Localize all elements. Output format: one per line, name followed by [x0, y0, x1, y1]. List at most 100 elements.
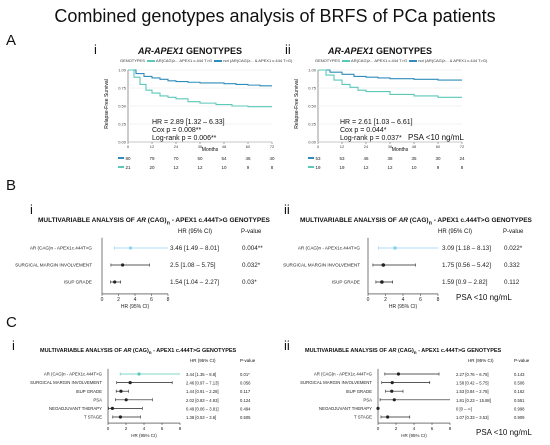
km-x-tick-label: 72 — [270, 144, 275, 149]
km-y-tick-label: 0.75 — [118, 86, 127, 91]
forest-x-tick-label: 0 — [377, 426, 380, 431]
km-x-tick-label: 36 — [198, 144, 203, 149]
forest-p-value: 0.143 — [514, 372, 525, 377]
forest-hr-text: 1.54 [1.04 – 2.27] — [170, 279, 219, 286]
forest-hr-text: 1.58 [0.42 – 5.75] — [456, 381, 489, 386]
forest-x-tick-label: 4 — [143, 426, 146, 431]
forest-row-label: ISUP GRADE — [346, 389, 373, 394]
km-x-tick-label: 60 — [246, 144, 251, 149]
forest-p-value: 0.124 — [240, 398, 251, 403]
km-i-logrank: Log-rank p = 0.006** — [152, 135, 217, 142]
forest-hr-point — [392, 398, 396, 402]
km-ii-legend: GENOTYPES AR(CAG)≥... APEX1 c.444 T>G no… — [315, 58, 487, 63]
forest-x-tick-label: 8 — [167, 297, 170, 303]
forest-p-value: 0.117 — [240, 389, 251, 394]
km-ii-psa-note: PSA <10 ng/mL — [408, 133, 464, 142]
forest-p-value: 0.506 — [514, 381, 525, 386]
fp-c-i-col-hr: HR (95% CI) — [190, 358, 216, 363]
km-x-tick-label: 0 — [317, 144, 320, 149]
forest-x-tick-label: 0 — [367, 297, 370, 303]
forest-x-tick-label: 4 — [134, 297, 137, 303]
forest-hr-text: 1.38 [0.53 – 3.6] — [186, 415, 216, 420]
km-i-ylabel: Relapse-Free Survival — [104, 79, 110, 128]
km-x-tick-label: 72 — [460, 144, 465, 149]
km-at-risk-value: 21 — [125, 165, 131, 170]
forest-hr-text: 0.49 [0.06 – 3.81] — [186, 406, 219, 411]
km-ii-roman: ii — [285, 42, 291, 57]
forest-p-value: 0.998 — [514, 406, 525, 411]
forest-row-label: PSA — [363, 397, 372, 402]
fp-b-i-title-em: AR — [136, 217, 146, 224]
forest-x-tick-label: 2 — [117, 297, 120, 303]
km-ii-title-gene: AR-APEX1 — [327, 46, 374, 56]
forest-hr-point — [390, 381, 394, 385]
km-i-roman: i — [94, 42, 97, 57]
km-x-tick-label: 60 — [436, 144, 441, 149]
km-at-risk-value: 8 — [271, 165, 274, 170]
km-at-risk-value: 53 — [315, 156, 321, 161]
km-i-title-rest: GENOTYPES — [183, 46, 243, 56]
forest-x-tick-label: 4 — [413, 426, 416, 431]
fp-c-ii-roman: ii — [284, 338, 290, 353]
km-survival-curve — [128, 69, 272, 87]
forest-hr-text: 1.07 [0.33 – 3.53] — [456, 415, 489, 420]
km-ii-legend-swatch-2 — [409, 59, 418, 62]
km-at-risk-value: 54 — [221, 156, 227, 161]
forest-hr-text: 2.02 [0.83 – 4.93] — [186, 398, 219, 403]
km-ii-legend-item-1: AR(CAG)≥... APEX1 c.444 T>G — [351, 58, 408, 63]
forest-hr-text: 3.46 [1.49 – 8.01] — [170, 245, 219, 252]
km-plot-i: Relapse-Free Survival 0.00 0.25 0.50 0.75 1.… — [104, 68, 275, 171]
km-at-risk-value: 12 — [387, 165, 393, 170]
km-at-risk-value: 30 — [435, 156, 441, 161]
km-at-risk-value: 9 — [247, 165, 250, 170]
fp-c-i-title-post: - APEX1 c.444T>G GENOTYPES — [151, 348, 237, 354]
forest-x-axis-label: HR (95% CI) — [401, 433, 427, 438]
forest-hr-point — [376, 406, 380, 410]
forest-p-value: 0.494 — [240, 406, 251, 411]
km-plot-ii: Relapse-Free Survival 0.00 0.25 0.50 0.75 1.… — [294, 68, 465, 171]
forest-hr-text: 2.27 [0.76 – 6.78] — [456, 372, 489, 377]
km-at-risk-value: 53 — [339, 156, 345, 161]
km-ii-title-rest: GENOTYPES — [373, 46, 433, 56]
km-at-risk-value: 40 — [269, 156, 275, 161]
fp-b-ii-title-em: AR — [398, 217, 408, 224]
fp-b-i-col-p: P-value — [241, 229, 262, 235]
forest-row-label: ISUP GRADE — [76, 389, 103, 394]
forest-row-label: NEOADJUVANT THERAPY — [49, 406, 102, 411]
forest-hr-text: 1.59 [0.9 – 2.82] — [442, 279, 488, 286]
forest-x-tick-label: 8 — [449, 426, 452, 431]
km-at-risk-value: 24 — [459, 156, 465, 161]
forest-row-label: AR (CAG)n - APEX1c.444T>G — [30, 246, 93, 251]
fp-c-i-col-p: P-value — [240, 358, 256, 363]
forest-p-value: 0.551 — [514, 398, 525, 403]
forest-x-tick-label: 6 — [419, 297, 422, 303]
forest-x-tick-label: 6 — [150, 297, 153, 303]
km-ii-cox: Cox p = 0.044* — [340, 127, 387, 134]
km-at-risk-value: 12 — [173, 165, 179, 170]
km-at-risk-swatch — [118, 166, 124, 168]
forest-p-value: 0.112 — [504, 279, 520, 286]
km-ii-logrank: Log-rank p = 0.037* — [340, 135, 402, 142]
forest-row-label: ISUP GRADE — [64, 280, 92, 285]
forest-x-tick-label: 2 — [125, 426, 128, 431]
forest-hr-text: 2.5 [1.08 – 5.75] — [170, 262, 216, 269]
km-i-hr: HR = 2.89 [1.32 – 6.33] — [152, 119, 225, 126]
forest-row-label: AR (CAG)n - APEX1c.444T>G — [298, 246, 361, 251]
section-label-c: C — [6, 314, 17, 331]
km-ii-legend-label: GENOTYPES — [315, 58, 340, 63]
forest-hr-point — [380, 280, 384, 284]
forest-hr-text: 1.81 [0.23 – 15.88] — [456, 398, 491, 403]
fp-b-i-title: MULTIVARIABLE ANALYSIS OF AR (CAG)n - AP… — [38, 217, 270, 226]
km-i-area: 0.00 0.25 0.50 0.75 1.00 0 12 24 36 48 60 72 — [118, 68, 275, 150]
fp-b-ii-title-pre: MULTIVARIABLE ANALYSIS OF — [300, 217, 399, 224]
km-x-tick-label: 0 — [127, 144, 130, 149]
fp-c-ii-psa-note: PSA <10 ng/mL — [476, 428, 532, 437]
forest-plot-c-ii: 0 2 4 6 8 HR (95% CI) AR (CAG)n - APEX1c.444T>… — [300, 368, 525, 438]
km-at-risk-value: 8 — [461, 165, 464, 170]
fp-b-ii-roman: ii — [284, 202, 290, 217]
forest-x-tick-label: 8 — [437, 297, 440, 303]
forest-hr-point — [128, 246, 133, 250]
forest-hr-point — [386, 415, 390, 419]
km-at-risk-swatch — [308, 166, 314, 168]
forest-row-label: SURGICAL MARGIN INVOLVEMENT — [283, 263, 360, 268]
